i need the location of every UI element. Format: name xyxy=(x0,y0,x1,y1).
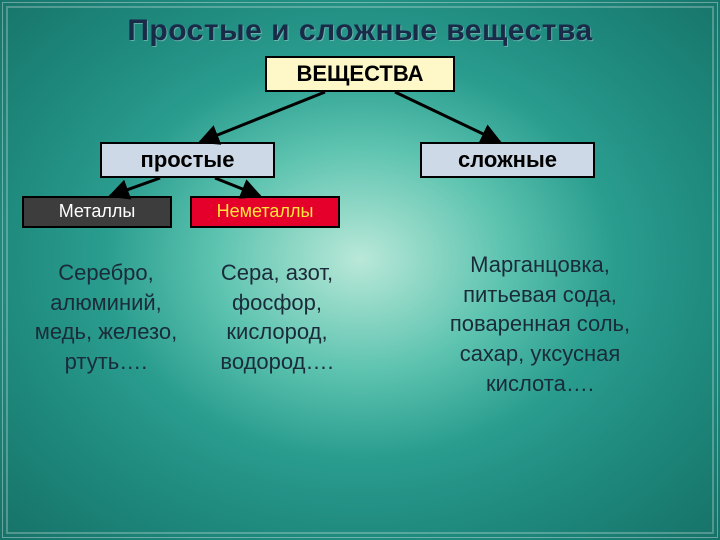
node-nonmetals: Неметаллы xyxy=(190,196,340,228)
node-metals-label: Металлы xyxy=(59,202,136,222)
page-title: Простые и сложные вещества xyxy=(0,14,720,48)
examples-metals: Серебро, алюминий, медь, железо, ртуть…. xyxy=(26,258,186,377)
node-complex-label: сложные xyxy=(458,148,557,172)
node-root-label: ВЕЩЕСТВА xyxy=(296,62,423,86)
node-metals: Металлы xyxy=(22,196,172,228)
node-root: ВЕЩЕСТВА xyxy=(265,56,455,92)
node-complex: сложные xyxy=(420,142,595,178)
node-simple: простые xyxy=(100,142,275,178)
node-simple-label: простые xyxy=(141,148,235,172)
node-nonmetals-label: Неметаллы xyxy=(217,202,314,222)
examples-complex: Марганцовка, питьевая сода, поваренная с… xyxy=(430,250,650,398)
examples-nonmetals: Сера, азот, фосфор, кислород, водород…. xyxy=(192,258,362,377)
